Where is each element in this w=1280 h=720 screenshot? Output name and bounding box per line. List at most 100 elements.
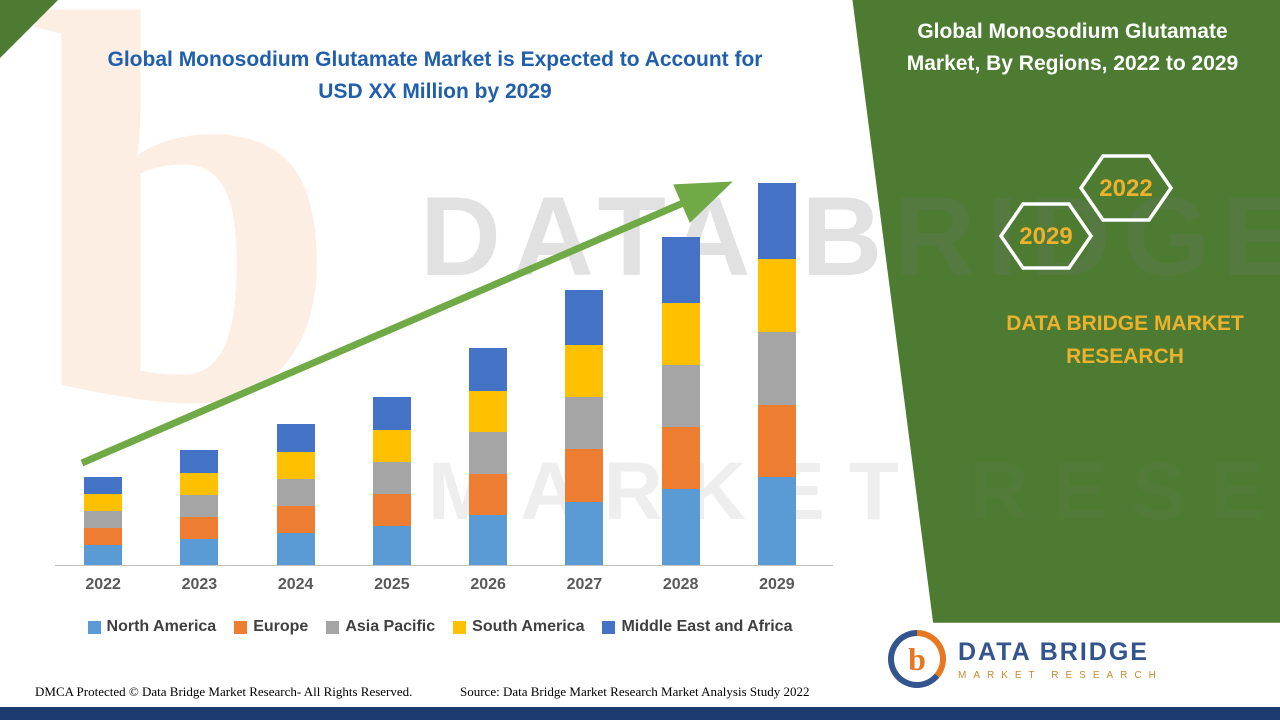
- stacked-bar-2029: [757, 182, 796, 565]
- x-axis-label: 2022: [85, 576, 121, 593]
- logo-letter-icon: b: [894, 636, 940, 682]
- hexagon-badges: 2029 2022: [998, 154, 1174, 270]
- bar-segment: [276, 452, 315, 480]
- legend-swatch: [87, 620, 101, 634]
- x-axis-label: 2027: [566, 576, 603, 593]
- legend-swatch: [602, 620, 616, 634]
- chart-title: Global Monosodium Glutamate Market is Ex…: [50, 44, 820, 107]
- x-axis-labels: 2022 2023 2024 2025 2026 2027 2028 2029: [55, 576, 825, 594]
- bar-segment: [757, 331, 796, 405]
- bottom-navy-strip: [0, 707, 1280, 720]
- x-axis-label: 2024: [277, 576, 314, 593]
- bar-segment: [757, 404, 796, 478]
- bar-segment: [661, 427, 700, 490]
- legend-label: North America: [106, 618, 217, 635]
- bar-segment: [661, 236, 700, 303]
- bar-column: [440, 347, 536, 565]
- bar-segment: [661, 364, 700, 428]
- bar-segment: [661, 489, 700, 565]
- bar-column: [536, 289, 632, 565]
- logo-letter-watermark: b: [28, 0, 340, 520]
- logo-tagline: MARKET RESEARCH: [958, 669, 1163, 681]
- bar-segment: [180, 495, 219, 517]
- chart-title-line2: USD XX Million by 2029: [318, 79, 552, 103]
- x-axis-label: 2026: [470, 576, 506, 593]
- legend-item: North America: [87, 618, 217, 636]
- legend-label: South America: [472, 618, 585, 635]
- legend-label: Europe: [253, 618, 309, 635]
- bar-segment: [757, 182, 796, 260]
- x-axis-label: 2025: [374, 576, 410, 593]
- bar-column: [248, 424, 344, 565]
- x-axis-label: 2029: [759, 576, 795, 593]
- bar-segment: [661, 302, 700, 365]
- bar-segment: [757, 477, 796, 565]
- legend-swatch: [326, 620, 340, 634]
- bar-segment: [565, 501, 604, 565]
- stacked-bar-2025: [372, 396, 411, 565]
- bar-segment: [565, 344, 604, 398]
- legend-label: Middle East and Africa: [621, 618, 793, 635]
- trend-arrow-line: [80, 181, 733, 467]
- bar-segment: [565, 449, 604, 502]
- bar-segment: [469, 432, 508, 474]
- stacked-bar-2027: [565, 289, 604, 565]
- bar-segment: [565, 289, 604, 345]
- trend-arrow: [80, 181, 733, 467]
- bar-segment: [276, 424, 315, 453]
- legend-item: Asia Pacific: [326, 618, 435, 636]
- x-axis-line: [55, 565, 833, 566]
- stacked-bar-2026: [469, 347, 508, 565]
- panel-title-line1: Global Monosodium Glutamate: [917, 20, 1228, 43]
- bar-segment: [372, 494, 411, 527]
- stacked-bar-2022: [84, 476, 123, 565]
- bar-segment: [372, 430, 411, 463]
- x-axis-label: 2028: [662, 576, 699, 593]
- bar-column: [729, 182, 825, 565]
- bar-column: [633, 236, 729, 565]
- bars: [55, 182, 825, 565]
- brand-watermark-line1: DATA BRIDGE: [420, 174, 1280, 299]
- brand-name-text: DATA BRIDGE MARKET RESEARCH: [1006, 312, 1244, 368]
- legend-item: South America: [453, 618, 584, 636]
- hexagon-2022-label: 2022: [1099, 175, 1152, 202]
- bar-column: [151, 450, 247, 565]
- bar-segment: [469, 347, 508, 392]
- hexagon-2022: [1078, 154, 1174, 222]
- bar-segment: [84, 528, 123, 545]
- bar-segment: [276, 505, 315, 533]
- legend: North America Europe Asia Pacific South Ame…: [30, 618, 850, 636]
- bar-segment: [276, 479, 315, 506]
- logo-ring-icon: b: [888, 630, 946, 688]
- bar-segment: [469, 391, 508, 433]
- bar-segment: [372, 396, 411, 431]
- bar-segment: [84, 544, 123, 565]
- stacked-bar-2028: [661, 236, 700, 565]
- bar-column: [344, 396, 440, 565]
- dmca-notice: DMCA Protected © Data Bridge Market Rese…: [35, 684, 413, 699]
- stacked-bar-2023: [180, 450, 219, 565]
- bar-segment: [180, 450, 219, 474]
- bar-column: [55, 476, 151, 565]
- bar-segment: [565, 397, 604, 450]
- legend-swatch: [234, 620, 248, 634]
- hexagon-2029-label: 2029: [1019, 223, 1072, 250]
- panel-title-line2: Market, By Regions, 2022 to 2029: [906, 51, 1239, 75]
- legend-item: Middle East and Africa: [602, 618, 792, 636]
- bar-segment: [84, 494, 123, 512]
- panel-title: Global Monosodium Glutamate Market, By R…: [875, 16, 1270, 79]
- logo-name: DATA BRIDGE: [958, 637, 1149, 666]
- bar-segment: [276, 532, 315, 565]
- bar-segment: [180, 473, 219, 496]
- chart-title-line1: Global Monosodium Glutamate Market is Ex…: [107, 48, 763, 71]
- stacked-bar-2024: [276, 424, 315, 565]
- legend-item: Europe: [234, 618, 308, 636]
- logo-text-block: DATA BRIDGE MARKET RESEARCH: [958, 638, 1163, 681]
- bar-segment: [757, 259, 796, 332]
- bar-segment: [469, 473, 508, 515]
- data-bridge-logo: b DATA BRIDGE MARKET RESEARCH: [888, 630, 1163, 688]
- bar-segment: [372, 526, 411, 565]
- legend-swatch: [453, 620, 467, 634]
